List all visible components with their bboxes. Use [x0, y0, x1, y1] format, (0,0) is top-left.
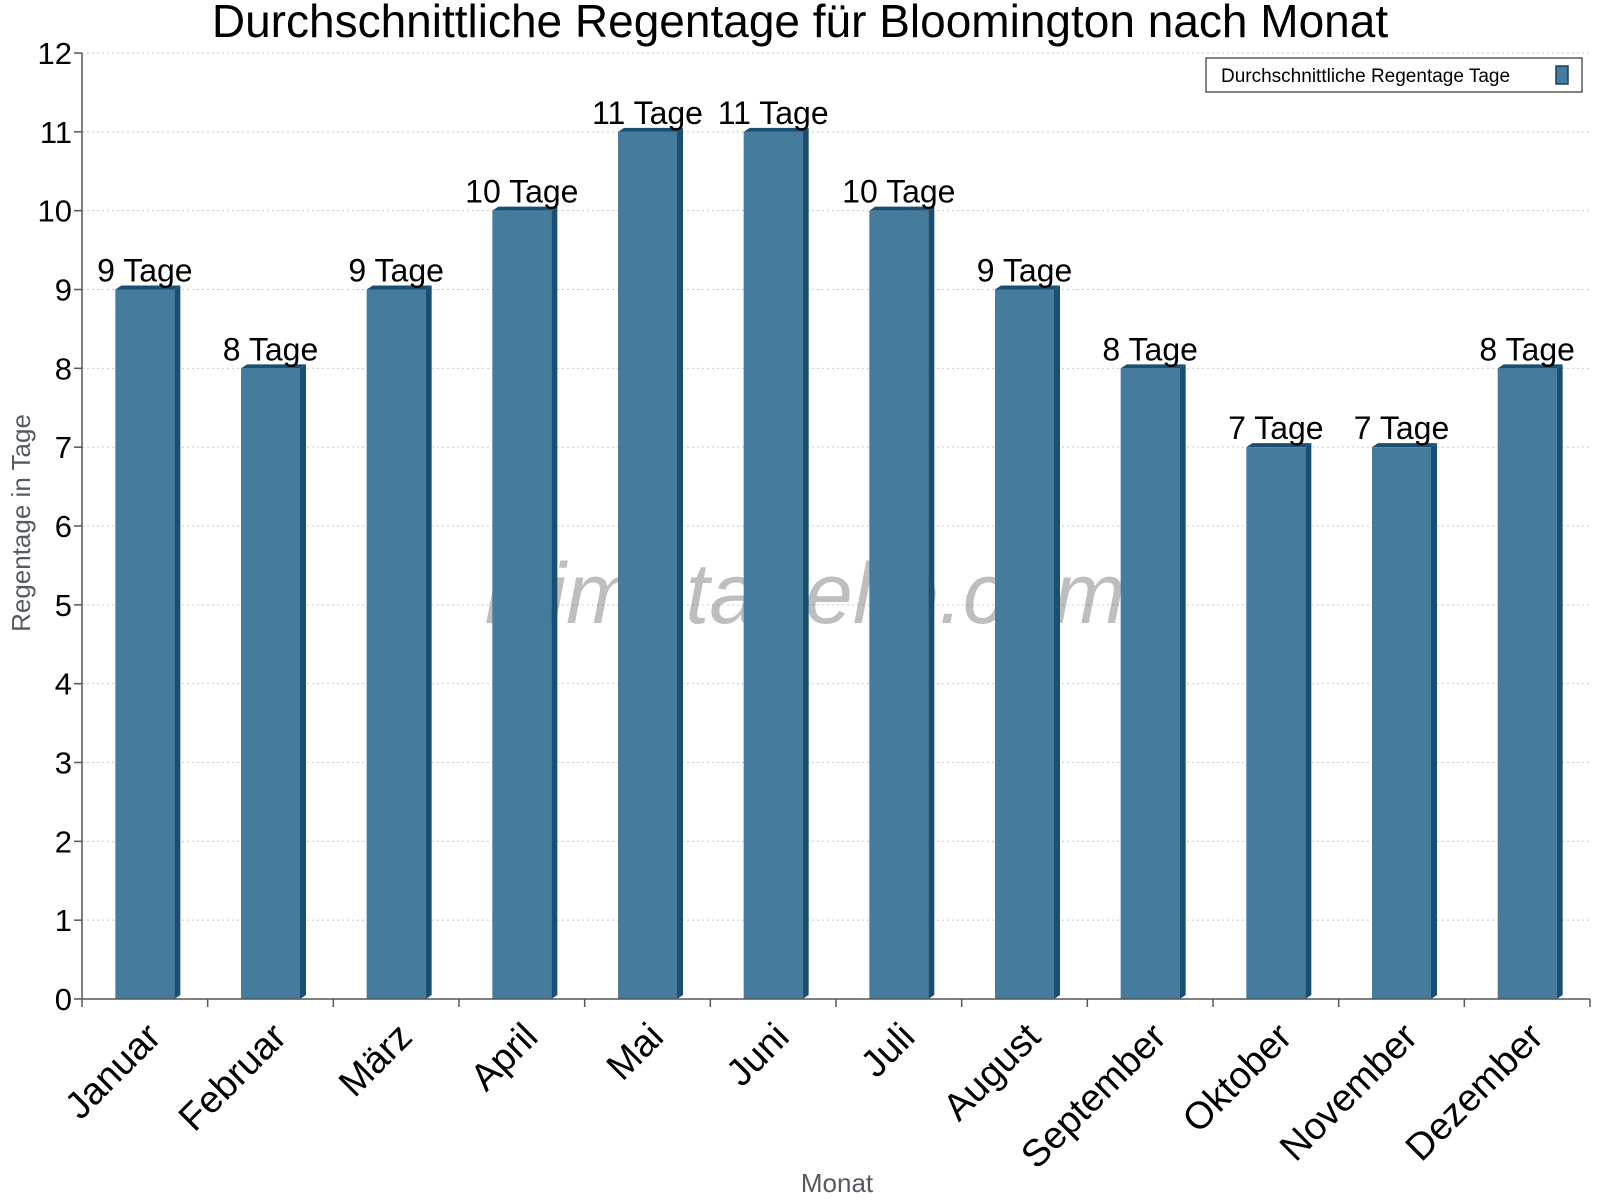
- data-label: 8 Tage: [223, 331, 319, 367]
- bar-side: [1305, 443, 1312, 1000]
- data-label: 10 Tage: [842, 174, 955, 210]
- bar: [366, 289, 426, 999]
- bar: [115, 289, 175, 999]
- y-tick-label: 11: [40, 115, 72, 150]
- bar-side: [425, 285, 432, 999]
- y-tick-label: 1: [55, 903, 72, 938]
- bar: [618, 131, 677, 1000]
- bars-group: [115, 127, 1563, 1000]
- bar-top: [869, 206, 935, 211]
- x-tick-label: Mai: [599, 1016, 672, 1089]
- data-label: 9 Tage: [977, 253, 1073, 289]
- x-tick-label: Oktober: [1175, 1015, 1301, 1141]
- data-label: 11 Tage: [718, 95, 829, 131]
- x-ticks-group: Januar Februar März April Mai Juni Juli AugustS…: [57, 999, 1591, 1177]
- x-tick-label: Januar: [57, 1015, 169, 1127]
- data-label: 7 Tage: [1354, 410, 1450, 446]
- bar-top: [1246, 443, 1312, 448]
- x-axis-title: Monat: [801, 1168, 874, 1198]
- data-label: 7 Tage: [1228, 410, 1324, 446]
- gridlines: [82, 52, 1590, 921]
- y-tick-label: 2: [55, 824, 72, 859]
- y-tick-label: 7: [55, 430, 72, 465]
- bar: [1497, 368, 1557, 999]
- data-labels-group: 9 Tage 8 Tage 9 Tage 10 Tage 11 Tage 11 Tage 1…: [97, 95, 1575, 446]
- bar: [1246, 447, 1306, 1000]
- bar-top: [1372, 443, 1437, 448]
- bar: [743, 131, 803, 1000]
- bar: [1120, 368, 1180, 999]
- legend-label: Durchschnittliche Regentage Tage: [1221, 66, 1510, 87]
- data-label: 8 Tage: [1102, 331, 1198, 367]
- bar-side: [1431, 443, 1437, 1000]
- bar-top: [492, 206, 558, 211]
- legend-swatch: [1555, 65, 1569, 85]
- bar-side: [551, 206, 558, 999]
- y-tick-label: 3: [55, 746, 72, 781]
- bar-side: [300, 364, 306, 999]
- bar-top: [241, 364, 306, 369]
- bar: [995, 289, 1054, 999]
- legend-box: [1205, 57, 1583, 93]
- bar-top: [1120, 364, 1186, 369]
- y-tick-label: 0: [55, 982, 72, 1017]
- y-tick-label: 6: [55, 509, 72, 544]
- bar-top: [618, 127, 683, 132]
- bar-side: [1556, 364, 1563, 999]
- bar: [869, 210, 929, 999]
- x-tick-label: Juni: [719, 1016, 798, 1095]
- x-tick-label: August: [936, 1015, 1050, 1129]
- bar-side: [677, 127, 683, 1000]
- bar-side: [1054, 285, 1060, 999]
- bar-side: [802, 127, 809, 1000]
- bar-top: [1497, 364, 1563, 369]
- bar-top: [743, 127, 809, 132]
- y-tick-label: 12: [38, 36, 72, 71]
- data-label: 8 Tage: [1479, 331, 1575, 367]
- bar-side: [1179, 364, 1186, 999]
- y-tick-label: 8: [55, 351, 72, 386]
- data-label: 11 Tage: [592, 95, 703, 131]
- x-tick-label: März: [331, 1016, 420, 1105]
- y-tick-label: 4: [55, 667, 72, 702]
- chart-title: Durchschnittliche Regentage für Blooming…: [212, 0, 1388, 47]
- y-axis-title: Regentage in Tage: [6, 414, 36, 632]
- x-tick-label: Juli: [853, 1016, 923, 1086]
- legend: Durchschnittliche Regentage Tage: [1205, 57, 1583, 93]
- bar-top: [366, 285, 432, 290]
- x-tick-label: Dezember: [1398, 1015, 1552, 1169]
- y-tick-label: 9: [55, 273, 72, 308]
- data-label: 10 Tage: [465, 174, 578, 210]
- x-tick-label: November: [1272, 1015, 1426, 1169]
- bar: [241, 368, 300, 999]
- bar-top: [115, 285, 181, 290]
- y-tick-label: 10: [38, 194, 72, 229]
- bar-side: [928, 206, 935, 999]
- data-label: 9 Tage: [97, 253, 193, 289]
- bar-side: [174, 285, 181, 999]
- bar: [1372, 447, 1431, 1000]
- data-label: 9 Tage: [348, 253, 444, 289]
- bar: [492, 210, 552, 999]
- bar-top: [995, 285, 1060, 290]
- x-tick-label: April: [463, 1016, 546, 1099]
- x-tick-label: Februar: [171, 1015, 295, 1139]
- y-tick-label: 5: [55, 588, 72, 623]
